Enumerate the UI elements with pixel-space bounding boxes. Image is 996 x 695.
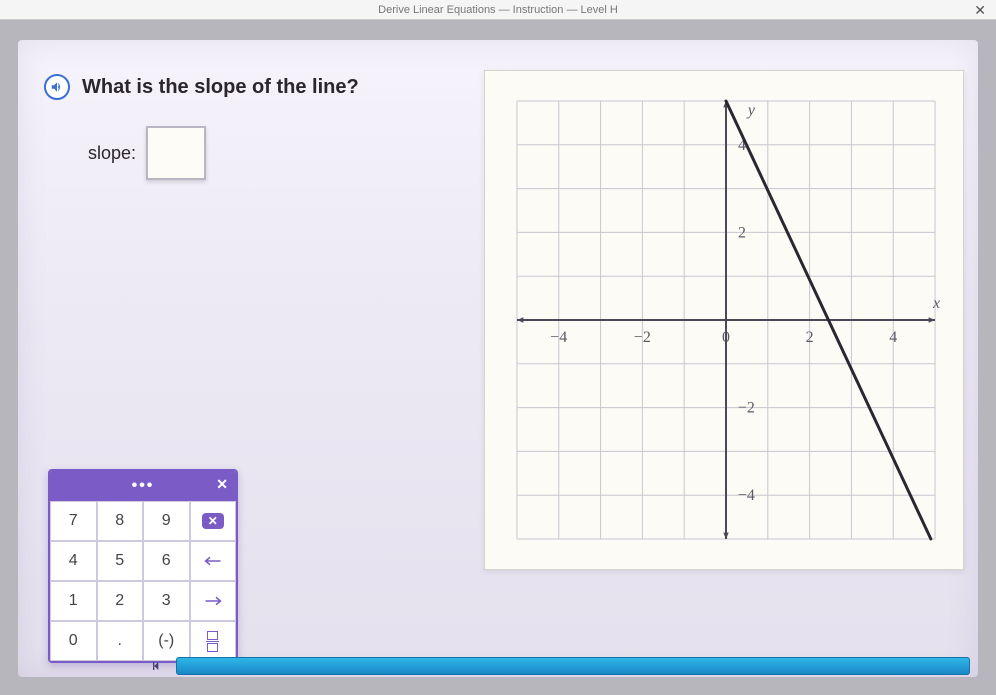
key-3[interactable]: 3 xyxy=(143,581,190,621)
key-backspace[interactable]: ✕ xyxy=(190,501,237,541)
svg-text:2: 2 xyxy=(738,224,746,241)
footer-bar xyxy=(18,655,978,677)
svg-text:−2: −2 xyxy=(738,400,755,417)
speaker-icon xyxy=(50,80,64,94)
svg-text:x: x xyxy=(932,295,940,312)
slope-label: slope: xyxy=(88,143,136,164)
key-2[interactable]: 2 xyxy=(97,581,144,621)
keypad-drag-icon: ••• xyxy=(132,477,155,495)
svg-text:−2: −2 xyxy=(634,329,651,346)
progress-bar[interactable] xyxy=(176,657,970,675)
answer-input[interactable] xyxy=(146,126,206,180)
svg-text:0: 0 xyxy=(722,329,730,346)
graph-panel: −4−2024−4−224xy xyxy=(484,70,964,570)
key-5[interactable]: 5 xyxy=(97,541,144,581)
key-1[interactable]: 1 xyxy=(50,581,97,621)
key-9[interactable]: 9 xyxy=(143,501,190,541)
key-7[interactable]: 7 xyxy=(50,501,97,541)
keypad-grid: 789✕4561230.(-) xyxy=(50,501,236,661)
keypad: ••• ✕ 789✕4561230.(-) xyxy=(48,469,238,663)
key-arrow-left[interactable] xyxy=(190,541,237,581)
svg-text:2: 2 xyxy=(806,329,814,346)
tab-close-button[interactable]: ✕ xyxy=(974,2,986,19)
svg-text:−4: −4 xyxy=(738,487,755,504)
prev-button[interactable] xyxy=(148,657,166,675)
question-text: What is the slope of the line? xyxy=(82,76,359,99)
keypad-close-button[interactable]: ✕ xyxy=(216,476,228,493)
key-arrow-right[interactable] xyxy=(190,581,237,621)
tab-title: Derive Linear Equations — Instruction — … xyxy=(378,4,618,16)
coordinate-graph: −4−2024−4−224xy xyxy=(507,89,945,551)
key-4[interactable]: 4 xyxy=(50,541,97,581)
keypad-header[interactable]: ••• ✕ xyxy=(50,471,236,501)
svg-text:y: y xyxy=(746,102,756,119)
audio-button[interactable] xyxy=(44,74,70,100)
work-area: What is the slope of the line? slope: −4… xyxy=(18,40,978,677)
key-8[interactable]: 8 xyxy=(97,501,144,541)
svg-text:−4: −4 xyxy=(550,329,567,346)
key-6[interactable]: 6 xyxy=(143,541,190,581)
tab-bar: Derive Linear Equations — Instruction — … xyxy=(0,0,996,20)
prev-icon xyxy=(149,658,165,674)
svg-text:4: 4 xyxy=(889,329,897,346)
